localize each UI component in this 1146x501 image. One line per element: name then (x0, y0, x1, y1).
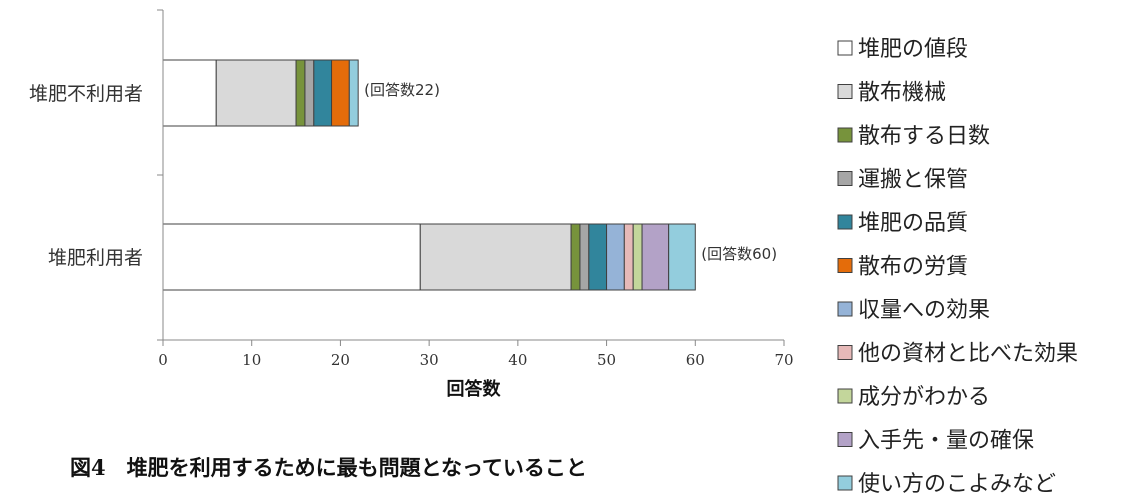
category-label: 堆肥利用者 (48, 247, 143, 269)
legend-label: 入手先・量の確保 (858, 429, 1034, 454)
legend-swatch (838, 259, 852, 273)
bar-segment (624, 224, 633, 290)
legend-label: 散布機械 (858, 81, 946, 106)
bar-segment (314, 60, 332, 126)
category-label: 堆肥不利用者 (29, 83, 143, 105)
legend-swatch (838, 302, 852, 316)
legend-swatch (838, 41, 852, 55)
bar-segment (669, 224, 696, 290)
legend-label: 堆肥の値段 (858, 37, 968, 62)
bar-segment (163, 60, 216, 126)
bar-segment (571, 224, 580, 290)
bar-segment (296, 60, 305, 126)
bar-segment (580, 224, 589, 290)
legend-swatch (838, 389, 852, 403)
x-tick-label: 60 (686, 351, 705, 369)
bar-segment (607, 224, 625, 290)
legend-label: 他の資材と比べた効果 (858, 342, 1078, 367)
legend-label: 収量への効果 (858, 298, 990, 323)
total-label: (回答数60) (701, 245, 777, 263)
bar-segment (163, 224, 420, 290)
x-tick-label: 30 (420, 351, 439, 369)
bar-segment (633, 224, 642, 290)
bar-segment (642, 224, 669, 290)
x-tick-label: 0 (158, 351, 168, 369)
legend-label: 堆肥の品質 (858, 211, 968, 236)
legend-label: 散布する日数 (858, 124, 990, 149)
x-tick-label: 10 (242, 351, 261, 369)
legend-swatch (838, 476, 852, 490)
legend-label: 運搬と保管 (858, 168, 968, 193)
bar-segment (305, 60, 314, 126)
x-axis-title: 回答数 (447, 378, 502, 400)
legend: 堆肥の値段散布機械散布する日数運搬と保管堆肥の品質散布の労賃収量への効果他の資材… (838, 37, 1078, 497)
legend-swatch (838, 85, 852, 99)
total-label: (回答数22) (364, 81, 440, 99)
figure-caption: 図4 堆肥を利用するために最も問題となっていること (70, 452, 587, 482)
x-tick-label: 20 (331, 351, 350, 369)
legend-swatch (838, 346, 852, 360)
bar-segment (420, 224, 571, 290)
legend-swatch (838, 128, 852, 142)
x-tick-label: 70 (774, 351, 793, 369)
legend-label: 使い方のこよみなど (858, 472, 1056, 497)
bar-segment (349, 60, 358, 126)
legend-swatch (838, 215, 852, 229)
legend-swatch (838, 433, 852, 447)
bar-segment (216, 60, 296, 126)
bar-segment (332, 60, 350, 126)
x-tick-label: 40 (508, 351, 527, 369)
legend-label: 成分がわかる (858, 385, 990, 410)
legend-label: 散布の労賃 (858, 255, 968, 280)
x-tick-label: 50 (597, 351, 616, 369)
legend-swatch (838, 172, 852, 186)
bar-segment (589, 224, 607, 290)
